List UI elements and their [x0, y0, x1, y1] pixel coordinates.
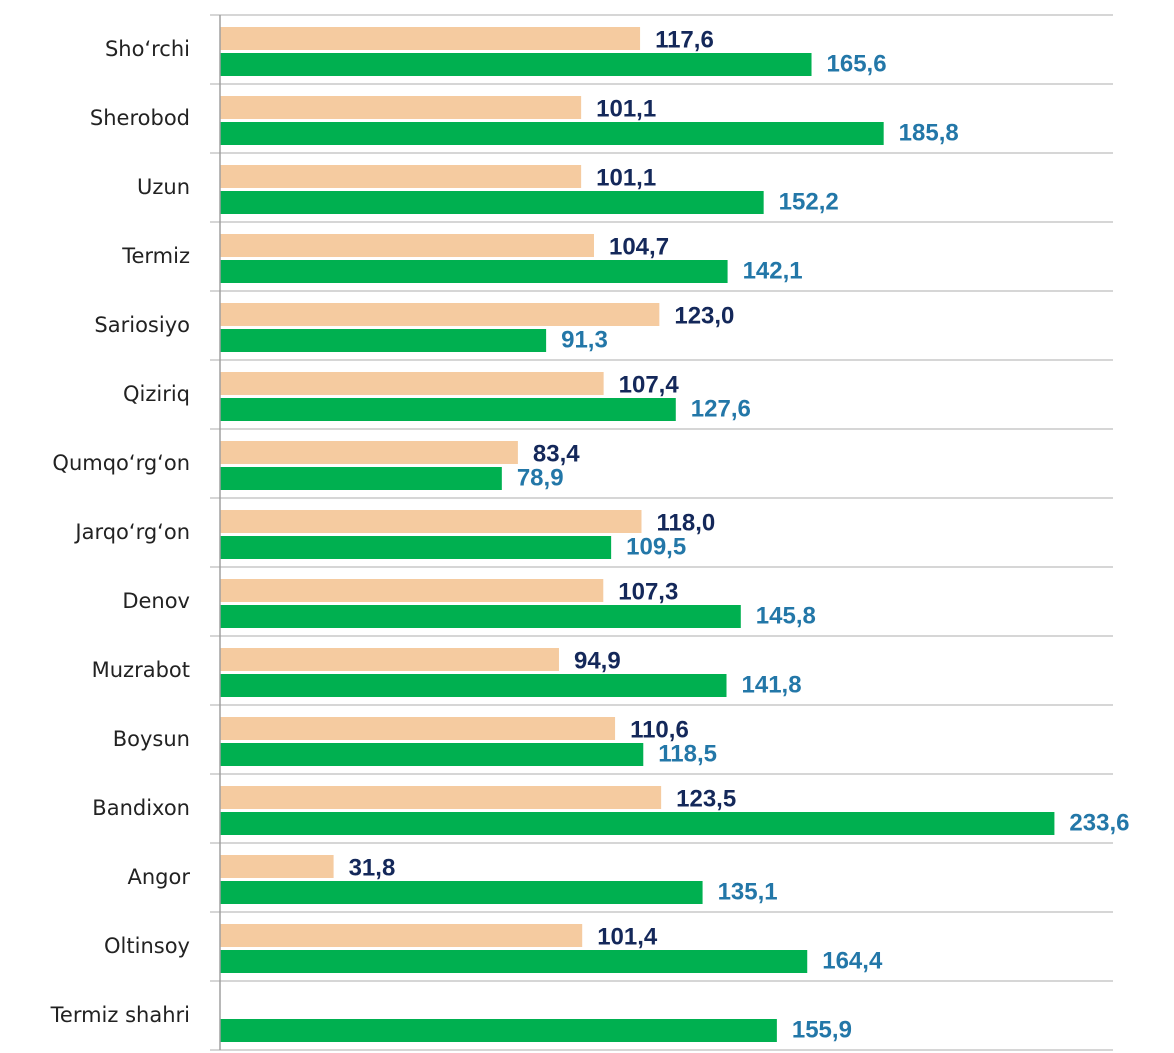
category-label: Sariosiyo	[94, 313, 190, 337]
bar	[220, 812, 1055, 835]
bar	[220, 881, 703, 904]
bar	[220, 717, 616, 740]
bar	[220, 467, 502, 490]
category-label: Sho‘rchi	[105, 37, 190, 61]
category-label: Termiz shahri	[50, 1003, 190, 1027]
data-label: 145,8	[756, 602, 816, 629]
data-label: 78,9	[517, 464, 564, 491]
bar	[220, 122, 884, 145]
category-label: Angor	[128, 865, 191, 889]
bar	[220, 441, 518, 464]
bar	[220, 372, 604, 395]
data-label: 141,8	[742, 671, 802, 698]
category-label: Denov	[122, 589, 190, 613]
data-label: 94,9	[574, 647, 621, 674]
data-label: 135,1	[718, 878, 778, 905]
bar	[220, 53, 812, 76]
data-label: 104,7	[609, 233, 669, 260]
data-label: 117,6	[655, 26, 714, 53]
data-label: 91,3	[561, 326, 608, 353]
category-label: Bandixon	[92, 796, 190, 820]
bar	[220, 1019, 777, 1042]
category-label: Sherobod	[90, 106, 190, 130]
data-label: 107,3	[618, 578, 678, 605]
bar	[220, 191, 764, 214]
bar	[220, 605, 741, 628]
data-label: 185,8	[899, 119, 959, 146]
category-label: Oltinsoy	[104, 934, 190, 958]
bar	[220, 579, 604, 602]
data-label: 83,4	[533, 440, 580, 467]
data-label: 31,8	[349, 854, 396, 881]
bar	[220, 924, 583, 947]
data-label: 101,4	[597, 923, 658, 950]
data-label: 107,4	[619, 371, 680, 398]
data-label: 123,0	[674, 302, 734, 329]
data-label: 233,6	[1069, 809, 1129, 836]
data-label: 110,6	[630, 716, 689, 743]
data-label: 101,1	[596, 164, 656, 191]
category-label: Jarqo‘rg‘on	[73, 520, 190, 544]
category-label: Qumqo‘rg‘on	[52, 451, 190, 475]
bar	[220, 234, 594, 257]
data-label: 127,6	[691, 395, 751, 422]
bar	[220, 96, 582, 119]
data-label: 142,1	[743, 257, 803, 284]
bar	[220, 855, 334, 878]
bar	[220, 674, 727, 697]
category-label: Termiz	[121, 244, 190, 268]
data-label: 165,6	[827, 50, 887, 77]
data-label: 152,2	[779, 188, 839, 215]
category-label: Qiziriq	[123, 382, 190, 406]
bar	[220, 260, 728, 283]
bar	[220, 743, 644, 766]
category-label: Muzrabot	[92, 658, 190, 682]
data-label: 118,0	[656, 509, 715, 536]
category-label: Boysun	[113, 727, 190, 751]
data-label: 118,5	[658, 740, 717, 767]
bar	[220, 950, 808, 973]
bar	[220, 648, 559, 671]
bar	[220, 329, 547, 352]
data-label: 155,9	[792, 1016, 852, 1043]
bar	[220, 786, 662, 809]
data-label: 101,1	[596, 95, 656, 122]
bar	[220, 398, 676, 421]
data-label: 123,5	[676, 785, 736, 812]
data-label: 109,5	[626, 533, 686, 560]
bar	[220, 536, 612, 559]
data-label: 164,4	[822, 947, 883, 974]
bar	[220, 510, 642, 533]
bar	[220, 27, 641, 50]
bar	[220, 165, 582, 188]
bar	[220, 303, 660, 326]
category-label: Uzun	[137, 175, 190, 199]
